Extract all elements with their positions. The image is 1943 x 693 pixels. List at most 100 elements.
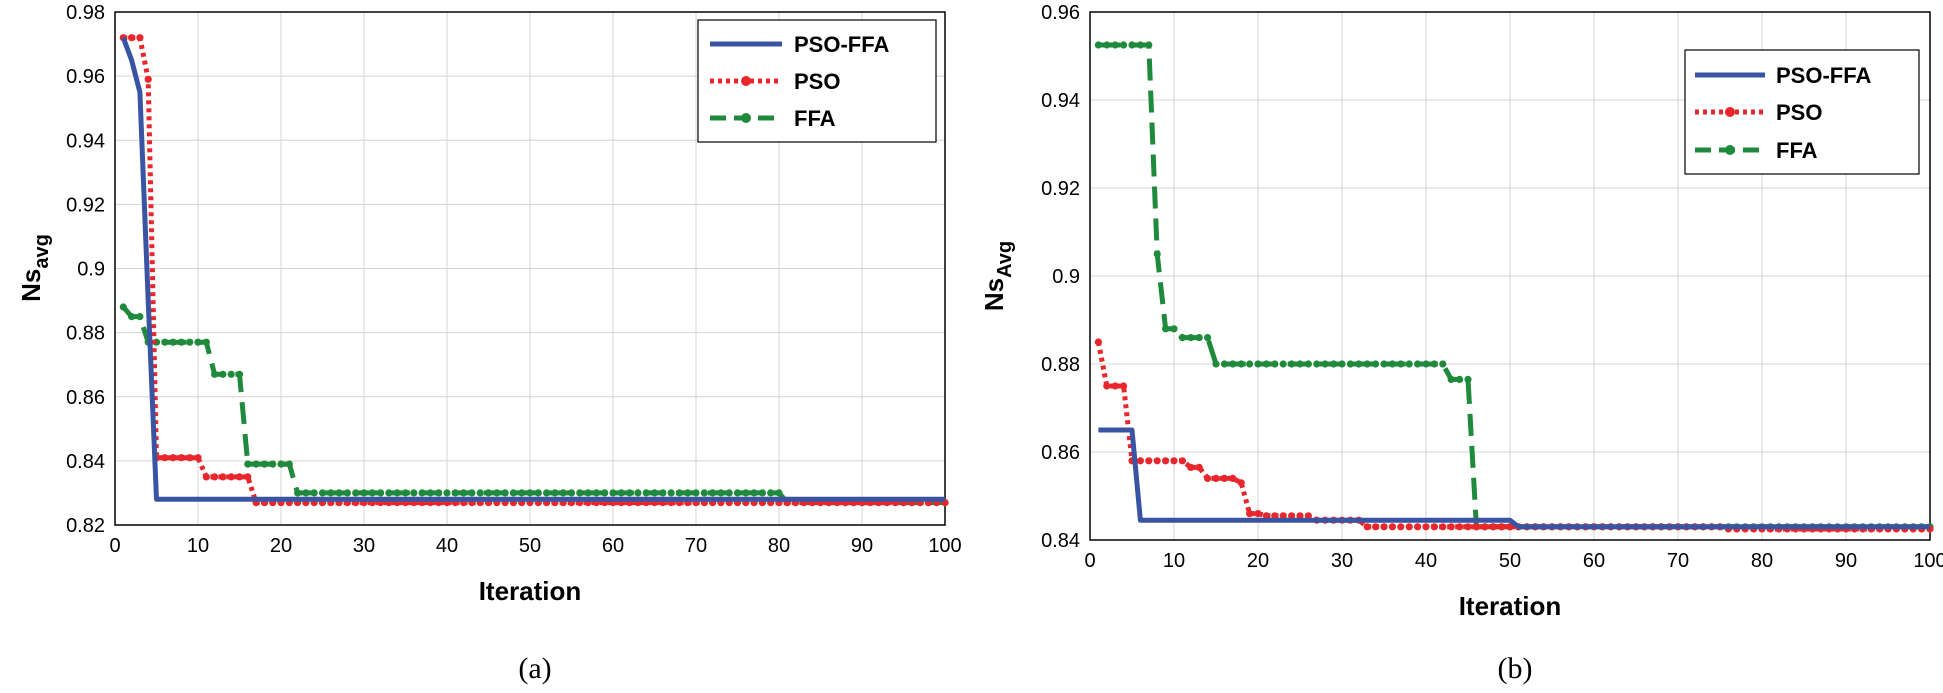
series-marker-b-ffa [1304,360,1312,368]
plot-frame-a [114,11,946,526]
series-marker-b-ffa [1372,360,1380,368]
series-marker-b-pso [1498,523,1506,531]
series-marker-a-pso [128,34,136,42]
series-marker-b-pso [1271,512,1279,520]
series-marker-a-ffa [252,460,260,468]
series-marker-a-ffa [551,489,559,497]
series-marker-b-ffa [1464,375,1472,383]
series-marker-a-pso [161,454,169,462]
series-marker-b-ffa [1145,41,1153,49]
series-marker-b-ffa [1414,360,1422,368]
series-marker-a-pso [144,75,152,83]
series-marker-b-pso [1414,523,1422,531]
series-marker-a-ffa [169,338,177,346]
series-marker-b-ffa [1254,360,1262,368]
series-marker-a-ffa [302,489,310,497]
series-marker-b-ffa [1397,360,1405,368]
series-marker-a-ffa [401,489,410,497]
series-marker-b-pso [1187,463,1195,471]
x-tick-label-b: 70 [1667,550,1689,572]
y-tick-label-b: 0.92 [1041,178,1080,200]
series-marker-b-ffa [1120,41,1128,49]
series-marker-b-ffa [1178,334,1186,342]
legend-label-b-pso: PSO [1776,100,1822,125]
series-marker-b-pso [1288,512,1296,520]
series-marker-a-ffa [451,489,459,497]
y-axis-label-a: Nsavg [16,234,53,302]
series-marker-b-ffa [1153,250,1161,258]
x-tick-label-a: 50 [519,535,541,557]
series-marker-a-pso [169,454,177,462]
series-marker-b-pso [1506,523,1514,531]
x-tick-label-b: 90 [1835,550,1857,572]
series-marker-a-ffa [460,489,468,497]
legend-label-a-ffa: FFA [794,106,836,131]
series-marker-b-pso [1439,523,1447,531]
series-marker-a-pso [219,473,227,481]
series-marker-a-ffa [294,489,302,497]
series-marker-b-pso [1363,523,1371,531]
series-marker-a-ffa [559,489,567,497]
legend-marker-b-pso [1725,107,1735,117]
series-marker-b-pso [1254,509,1262,518]
y-tick-label-b: 0.84 [1041,530,1080,552]
series-marker-b-pso [1472,523,1480,531]
series-marker-a-ffa [119,303,127,311]
series-marker-b-ffa [1288,360,1296,368]
x-tick-label-b: 40 [1415,550,1437,572]
series-marker-b-ffa [1363,360,1371,368]
legend-box-b [1684,49,1920,175]
series-marker-b-pso [1162,457,1170,465]
series-marker-a-ffa [758,489,767,497]
legend-a: PSO-FFA PSO FFA [697,19,937,143]
series-marker-a-pso [202,473,210,481]
series-marker-b-pso [1372,523,1380,531]
series-marker-b-pso [1481,523,1489,531]
y-tick-label-a: 0.9 [77,259,105,281]
series-marker-b-ffa [1313,360,1321,368]
series-marker-b-pso [1136,457,1144,465]
x-tick-label-a: 20 [270,535,292,557]
series-marker-b-ffa [1187,334,1195,342]
series-marker-a-ffa [352,489,360,497]
y-tick-label-a: 0.84 [66,451,105,473]
series-marker-b-ffa [1355,360,1363,368]
series-marker-a-ffa [642,489,650,497]
series-marker-a-ffa [634,489,642,497]
series-marker-b-pso [1405,523,1413,531]
y-tick-label-a: 0.88 [66,323,105,345]
series-marker-a-ffa [493,489,501,497]
series-marker-a-ffa [269,460,277,468]
series-marker-b-ffa [1346,360,1354,368]
x-tick-label-b: 60 [1583,550,1605,572]
y-axis-label-main-a: Ns [16,269,46,302]
y-tick-label-a: 0.96 [66,66,105,88]
x-tick-label-b: 20 [1247,550,1269,572]
x-tick-label-a: 40 [436,535,458,557]
legend-marker-a-pso [741,76,751,86]
series-marker-a-ffa [659,489,667,497]
series-marker-a-ffa [717,489,725,497]
series-marker-b-pso [1388,523,1396,531]
series-marker-a-ffa [617,489,625,497]
x-tick-label-a: 10 [187,535,209,557]
series-marker-b-pso [1237,479,1245,487]
series-marker-a-ffa [709,489,717,497]
series-marker-a-ffa [725,489,733,497]
x-tick-label-a: 0 [109,535,120,557]
series-marker-b-ffa [1296,360,1304,368]
series-marker-a-ffa [418,489,426,497]
legend-marker-a-ffa [741,113,751,123]
series-marker-a-ffa [626,489,634,497]
series-marker-a-ffa [484,489,493,497]
series-marker-a-ffa [327,489,335,497]
series-marker-a-ffa [518,489,526,497]
series-marker-a-ffa [509,489,517,497]
chart-b: 0 10 20 30 40 50 60 70 80 90 100 0.84 0.86 0.88 0.9 0.9… [979,2,1943,685]
series-marker-b-ffa [1439,360,1447,368]
series-marker-b-pso [1103,382,1111,390]
series-marker-a-ffa [601,489,609,497]
x-tick-label-b: 30 [1331,550,1353,572]
y-axis-label-main-b: Ns [979,278,1009,311]
